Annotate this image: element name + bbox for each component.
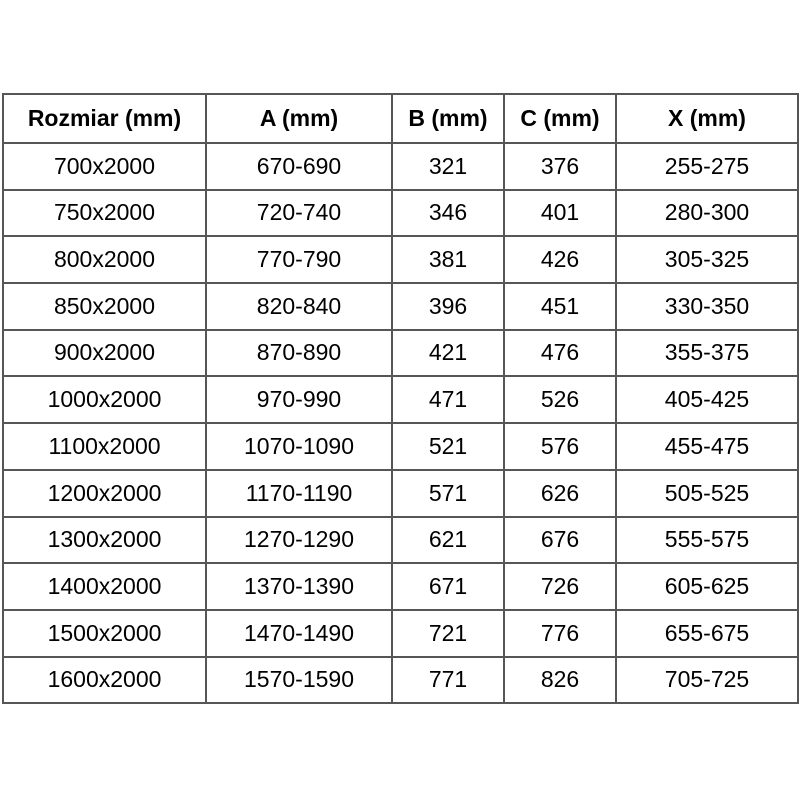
table-row: 700x2000 670-690 321 376 255-275 bbox=[2, 142, 799, 191]
table-body: 700x2000 670-690 321 376 255-275 750x2000 720-… bbox=[2, 142, 799, 705]
table-cell: 1370-1390 bbox=[205, 562, 393, 611]
table-cell: 621 bbox=[391, 515, 505, 565]
table-row: 1000x2000 970-990 471 526 405-425 bbox=[2, 375, 799, 425]
column-header-c: C (mm) bbox=[503, 93, 617, 144]
table-cell: 770-790 bbox=[205, 235, 393, 285]
column-header-b: B (mm) bbox=[391, 93, 505, 144]
table-cell: 471 bbox=[391, 375, 505, 425]
table-row: 1500x2000 1470-1490 721 776 655-675 bbox=[2, 608, 799, 658]
table-cell: 705-725 bbox=[615, 655, 799, 705]
table-cell: 576 bbox=[503, 422, 617, 471]
table-cell: 826 bbox=[503, 655, 617, 705]
table-cell: 1500x2000 bbox=[2, 608, 207, 658]
table-cell: 1300x2000 bbox=[2, 515, 207, 565]
table-cell: 900x2000 bbox=[2, 328, 207, 378]
column-header-a: A (mm) bbox=[205, 93, 393, 144]
table-row: 1600x2000 1570-1590 771 826 705-725 bbox=[2, 655, 799, 705]
table-cell: 1100x2000 bbox=[2, 422, 207, 471]
table-cell: 1400x2000 bbox=[2, 562, 207, 611]
table-cell: 421 bbox=[391, 328, 505, 378]
table-cell: 555-575 bbox=[615, 515, 799, 565]
table-cell: 1570-1590 bbox=[205, 655, 393, 705]
table-row: 800x2000 770-790 381 426 305-325 bbox=[2, 235, 799, 285]
table-cell: 721 bbox=[391, 608, 505, 658]
table-cell: 1070-1090 bbox=[205, 422, 393, 471]
table-row: 1200x2000 1170-1190 571 626 505-525 bbox=[2, 468, 799, 518]
column-header-x: X (mm) bbox=[615, 93, 799, 144]
table-cell: 850x2000 bbox=[2, 282, 207, 331]
table-cell: 401 bbox=[503, 188, 617, 238]
table-cell: 280-300 bbox=[615, 188, 799, 238]
table-cell: 1170-1190 bbox=[205, 468, 393, 518]
table-row: 1300x2000 1270-1290 621 676 555-575 bbox=[2, 515, 799, 565]
table-cell: 426 bbox=[503, 235, 617, 285]
table-cell: 776 bbox=[503, 608, 617, 658]
table-cell: 451 bbox=[503, 282, 617, 331]
table-cell: 1600x2000 bbox=[2, 655, 207, 705]
table-cell: 750x2000 bbox=[2, 188, 207, 238]
table-cell: 526 bbox=[503, 375, 617, 425]
table-cell: 305-325 bbox=[615, 235, 799, 285]
table-cell: 355-375 bbox=[615, 328, 799, 378]
table-cell: 676 bbox=[503, 515, 617, 565]
table-cell: 655-675 bbox=[615, 608, 799, 658]
table-cell: 800x2000 bbox=[2, 235, 207, 285]
table-cell: 605-625 bbox=[615, 562, 799, 611]
table-cell: 381 bbox=[391, 235, 505, 285]
table-cell: 626 bbox=[503, 468, 617, 518]
column-header-rozmiar: Rozmiar (mm) bbox=[2, 93, 207, 144]
table-cell: 700x2000 bbox=[2, 142, 207, 191]
size-dimensions-table: Rozmiar (mm) A (mm) B (mm) C (mm) X (mm)… bbox=[2, 93, 799, 705]
table-cell: 476 bbox=[503, 328, 617, 378]
table-row: 1400x2000 1370-1390 671 726 605-625 bbox=[2, 562, 799, 611]
table-cell: 346 bbox=[391, 188, 505, 238]
table-header-row: Rozmiar (mm) A (mm) B (mm) C (mm) X (mm) bbox=[2, 93, 799, 144]
table-cell: 1200x2000 bbox=[2, 468, 207, 518]
table-row: 750x2000 720-740 346 401 280-300 bbox=[2, 188, 799, 238]
table-row: 1100x2000 1070-1090 521 576 455-475 bbox=[2, 422, 799, 471]
table-cell: 330-350 bbox=[615, 282, 799, 331]
table-row: 850x2000 820-840 396 451 330-350 bbox=[2, 282, 799, 331]
table-cell: 771 bbox=[391, 655, 505, 705]
table-cell: 726 bbox=[503, 562, 617, 611]
table-cell: 455-475 bbox=[615, 422, 799, 471]
table-cell: 255-275 bbox=[615, 142, 799, 191]
table-cell: 1000x2000 bbox=[2, 375, 207, 425]
table-cell: 820-840 bbox=[205, 282, 393, 331]
table-cell: 670-690 bbox=[205, 142, 393, 191]
table-cell: 396 bbox=[391, 282, 505, 331]
table-cell: 1470-1490 bbox=[205, 608, 393, 658]
table-cell: 671 bbox=[391, 562, 505, 611]
table-cell: 321 bbox=[391, 142, 505, 191]
table-cell: 970-990 bbox=[205, 375, 393, 425]
table-cell: 720-740 bbox=[205, 188, 393, 238]
table-cell: 571 bbox=[391, 468, 505, 518]
table-cell: 376 bbox=[503, 142, 617, 191]
table-cell: 405-425 bbox=[615, 375, 799, 425]
table-cell: 505-525 bbox=[615, 468, 799, 518]
table-row: 900x2000 870-890 421 476 355-375 bbox=[2, 328, 799, 378]
table-cell: 1270-1290 bbox=[205, 515, 393, 565]
table-cell: 870-890 bbox=[205, 328, 393, 378]
table-cell: 521 bbox=[391, 422, 505, 471]
